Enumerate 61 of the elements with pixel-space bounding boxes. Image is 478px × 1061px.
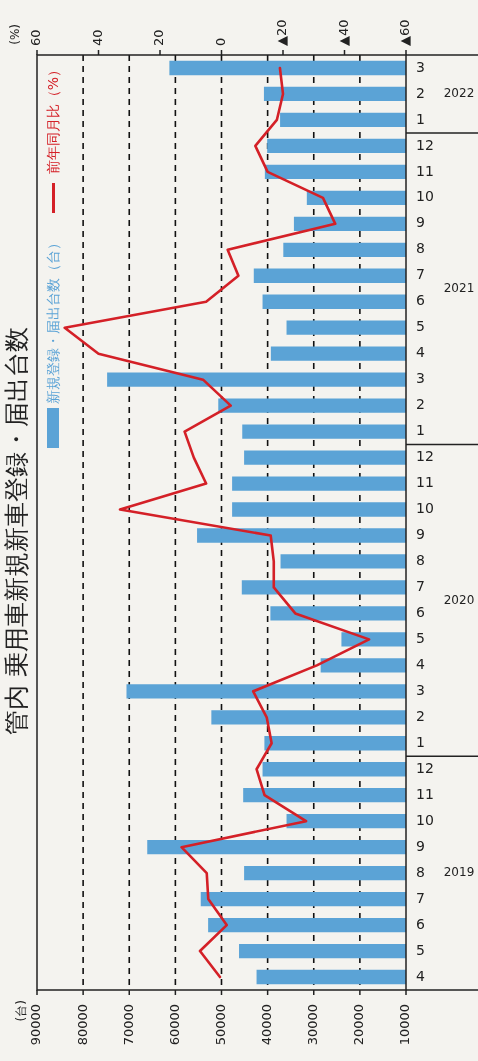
- y-tick-label: 6: [416, 292, 425, 309]
- y-tick-label: 1: [416, 110, 425, 127]
- y-tick-label: 2: [416, 84, 425, 101]
- x2-tick-label: ▲20: [274, 19, 290, 46]
- x-tick-label: 80000: [74, 1004, 90, 1046]
- text: 新規登録・届出台数（台）: [44, 236, 61, 405]
- x2-tick-label: ▲40: [335, 19, 351, 46]
- x-tick-label: 60000: [166, 1004, 182, 1046]
- x-tick-label: 50000: [212, 1004, 228, 1046]
- x-tick-label: 70000: [120, 1004, 136, 1046]
- y-tick-label: 4: [416, 655, 425, 672]
- y-tick-label: 4: [416, 344, 425, 361]
- y-tick-label: 6: [416, 604, 425, 621]
- x-tick-label: 40000: [259, 1004, 274, 1046]
- text: 2021: [443, 280, 475, 295]
- text: 管内 乗用車新規新車登録・届出台数: [2, 326, 32, 735]
- y-tick-label: 8: [416, 240, 425, 257]
- y-tick-label: 2: [416, 707, 425, 724]
- x2-tick-label: 0: [212, 37, 228, 46]
- y-tick-label: 10: [416, 811, 434, 828]
- y-tick-label: 10: [416, 188, 434, 205]
- y-tick-label: 12: [416, 448, 434, 465]
- y-tick-label: 7: [416, 889, 425, 906]
- y-tick-label: 7: [416, 266, 425, 283]
- y-tick-label: 8: [416, 552, 425, 569]
- y-tick-label: 5: [416, 318, 425, 335]
- y-tick-label: 2: [416, 396, 425, 413]
- y-tick-label: 9: [416, 214, 425, 231]
- text: 2022: [443, 86, 475, 101]
- x-tick-label: 90000: [28, 1004, 44, 1046]
- y-tick-label: 3: [416, 58, 425, 75]
- y-tick-label: 9: [416, 526, 425, 543]
- x2-tick-label: ▲60: [397, 19, 413, 46]
- y-tick-label: 5: [416, 630, 425, 647]
- x-tick-label: 20000: [351, 1004, 367, 1046]
- y-tick-label: 12: [416, 136, 434, 153]
- y-tick-label: 11: [416, 474, 434, 491]
- y-tick-label: 3: [416, 370, 425, 387]
- y-tick-label: 4: [416, 967, 425, 984]
- y-tick-label: 8: [416, 863, 425, 880]
- y-tick-label: 10: [416, 500, 434, 517]
- x2-tick-label: 20: [151, 29, 167, 46]
- y-tick-label: 11: [416, 162, 434, 179]
- x2-axis-title: (%): [8, 24, 22, 45]
- text: 前年同月比（%）: [44, 62, 61, 175]
- y-tick-label: 6: [416, 915, 425, 932]
- y-tick-label: 3: [416, 681, 425, 698]
- y-tick-label: 5: [416, 941, 425, 958]
- x2-tick-label: 40: [89, 29, 105, 46]
- text: (台): [14, 1000, 28, 1022]
- y-tick-label: 11: [416, 785, 434, 802]
- x-tick-label: 10000: [397, 1004, 413, 1046]
- text: 2019: [443, 865, 475, 880]
- y-tick-label: 1: [416, 733, 425, 750]
- y-tick-label: 12: [416, 759, 434, 776]
- y-tick-label: 7: [416, 578, 425, 595]
- x2-tick-label: 60: [28, 29, 44, 46]
- y-tick-label: 9: [416, 837, 425, 854]
- x-tick-label: 30000: [305, 1004, 321, 1046]
- y-tick-label: 1: [416, 422, 425, 439]
- text: 2020: [443, 592, 475, 607]
